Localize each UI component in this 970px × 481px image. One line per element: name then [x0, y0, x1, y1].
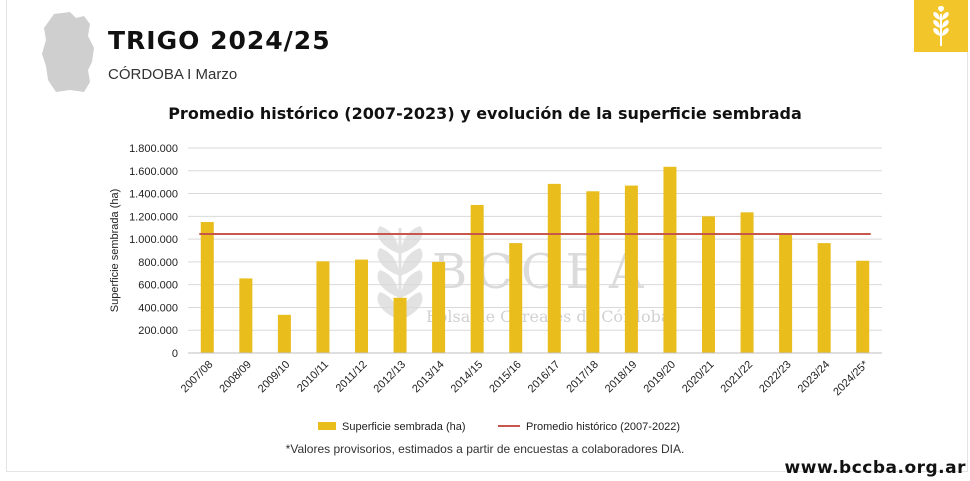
- bar: [779, 234, 793, 353]
- bar: [740, 212, 754, 353]
- page-title: TRIGO 2024/25: [108, 26, 331, 55]
- y-tick-label: 1.200.000: [129, 211, 178, 223]
- bar: [547, 183, 561, 353]
- bar: [470, 204, 484, 353]
- x-tick-label: 2017/18: [564, 359, 601, 396]
- x-tick-label: 2015/16: [487, 359, 524, 396]
- x-tick-label: 2018/19: [603, 359, 640, 396]
- bar: [316, 261, 330, 353]
- footnote: *Valores provisorios, estimados a partir…: [285, 442, 685, 456]
- x-tick-label: 2021/22: [719, 359, 756, 396]
- y-axis-label: Superficie sembrada (ha): [109, 189, 121, 313]
- x-tick-label: 2012/13: [372, 359, 409, 396]
- bar: [702, 216, 715, 353]
- x-tick-label: 2008/09: [217, 359, 254, 396]
- legend-line-label: Promedio histórico (2007-2022): [526, 421, 680, 433]
- legend-bar-label: Superficie sembrada (ha): [342, 421, 466, 433]
- y-tick-label: 1.800.000: [129, 143, 178, 155]
- bar: [509, 243, 523, 353]
- bar: [432, 261, 446, 353]
- x-tick-label: 2019/20: [641, 359, 678, 396]
- legend: Superficie sembrada (ha) Promedio históri…: [318, 421, 680, 433]
- bar: [277, 314, 291, 353]
- website-url: www.bccba.org.ar: [784, 458, 966, 478]
- watermark-wheat-leaf: [400, 270, 423, 298]
- bar: [239, 278, 253, 353]
- y-tick-label: 200.000: [138, 325, 178, 337]
- y-tick-label: 1.000.000: [129, 234, 178, 246]
- y-tick-label: 1.400.000: [129, 189, 178, 201]
- y-tick-label: 800.000: [138, 257, 178, 269]
- chart-title: Promedio histórico (2007-2023) y evoluci…: [168, 104, 802, 123]
- x-tick-label: 2013/14: [410, 359, 447, 396]
- bar: [624, 185, 638, 353]
- bar: [856, 260, 870, 353]
- y-tick-label: 0: [172, 348, 178, 360]
- x-tick-label: 2009/10: [256, 359, 293, 396]
- bar: [817, 243, 831, 353]
- x-tick-label: 2020/21: [680, 359, 717, 396]
- x-tick-label: 2010/11: [295, 359, 331, 395]
- watermark-name: BCCBA: [432, 244, 652, 300]
- bar: [393, 297, 407, 353]
- x-tick-label: 2022/23: [757, 359, 794, 396]
- legend-bar-swatch: [318, 422, 336, 430]
- chart-card: [6, 0, 968, 472]
- bar: [663, 166, 677, 353]
- x-tick-label: 2023/24: [796, 359, 833, 396]
- x-tick-label: 2016/17: [526, 359, 563, 396]
- page-subtitle: CÓRDOBA I Marzo: [108, 66, 238, 83]
- x-tick-label: 2011/12: [334, 359, 370, 395]
- y-tick-label: 1.600.000: [129, 166, 178, 178]
- x-tick-label: 2024/25*: [831, 358, 871, 398]
- y-tick-label: 400.000: [138, 302, 178, 314]
- y-tick-label: 600.000: [138, 280, 178, 292]
- bar: [355, 259, 368, 353]
- bar: [586, 191, 600, 353]
- bar: [200, 222, 214, 353]
- x-tick-label: 2007/08: [179, 359, 216, 396]
- wheat-icon: [933, 6, 949, 46]
- cordoba-map-icon: [42, 12, 94, 92]
- wheat-badge: [914, 0, 968, 52]
- x-tick-label: 2014/15: [449, 359, 486, 396]
- watermark-wheat-leaf: [377, 270, 400, 298]
